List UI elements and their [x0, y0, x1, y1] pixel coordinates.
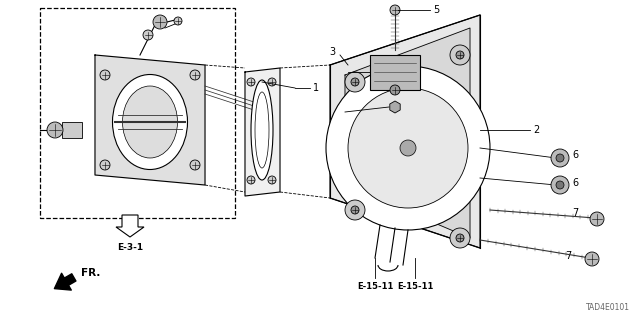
Circle shape [153, 15, 167, 29]
Circle shape [556, 154, 564, 162]
Circle shape [450, 228, 470, 248]
Circle shape [551, 176, 569, 194]
Circle shape [143, 30, 153, 40]
Circle shape [247, 78, 255, 86]
Text: 4: 4 [334, 108, 340, 118]
Ellipse shape [251, 80, 273, 180]
Text: 5: 5 [433, 5, 439, 15]
Text: 7: 7 [565, 251, 572, 261]
Circle shape [450, 45, 470, 65]
Circle shape [351, 206, 359, 214]
Text: E-3-1: E-3-1 [117, 243, 143, 252]
Circle shape [174, 17, 182, 25]
Bar [370, 55, 420, 90]
Text: TAD4E0101: TAD4E0101 [586, 303, 630, 312]
FancyArrowPatch shape [54, 273, 76, 290]
Circle shape [456, 51, 464, 59]
Text: 3: 3 [329, 47, 335, 57]
Circle shape [190, 160, 200, 170]
Ellipse shape [122, 86, 177, 158]
Circle shape [351, 78, 359, 86]
Circle shape [390, 85, 400, 95]
Polygon shape [345, 28, 470, 238]
Text: 6: 6 [572, 178, 578, 188]
Bar [40, 8, 235, 218]
Text: E-15-11: E-15-11 [397, 282, 433, 291]
Circle shape [47, 122, 63, 138]
Polygon shape [245, 68, 280, 196]
Circle shape [326, 66, 490, 230]
Circle shape [268, 176, 276, 184]
Ellipse shape [113, 75, 188, 169]
Circle shape [190, 70, 200, 80]
Circle shape [585, 252, 599, 266]
Circle shape [400, 140, 416, 156]
Polygon shape [116, 215, 144, 237]
Text: 7: 7 [572, 208, 579, 218]
Circle shape [247, 176, 255, 184]
Circle shape [590, 212, 604, 226]
Circle shape [100, 70, 110, 80]
Circle shape [456, 234, 464, 242]
Circle shape [390, 5, 400, 15]
Text: FR.: FR. [81, 268, 100, 278]
Circle shape [556, 181, 564, 189]
Text: 2: 2 [533, 125, 540, 135]
Bar [62, 122, 82, 138]
Polygon shape [330, 15, 480, 248]
Circle shape [268, 78, 276, 86]
Text: 6: 6 [572, 150, 578, 160]
Circle shape [345, 200, 365, 220]
Circle shape [345, 72, 365, 92]
Circle shape [348, 88, 468, 208]
Circle shape [100, 160, 110, 170]
Text: 1: 1 [313, 83, 319, 93]
Polygon shape [95, 55, 205, 185]
Text: E-15-11: E-15-11 [357, 282, 393, 291]
Circle shape [551, 149, 569, 167]
